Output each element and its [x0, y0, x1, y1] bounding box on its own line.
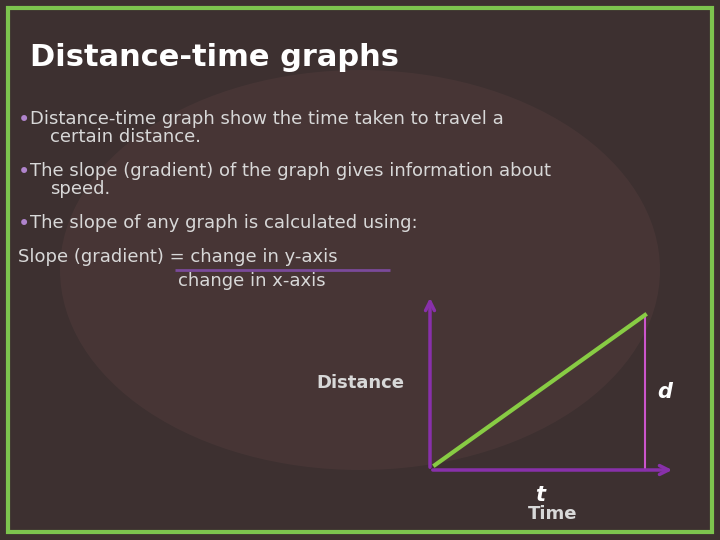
Text: d: d [657, 382, 672, 402]
Text: change in x-axis: change in x-axis [178, 272, 325, 290]
Text: Slope (gradient) = change in y-axis: Slope (gradient) = change in y-axis [18, 248, 338, 266]
Ellipse shape [60, 70, 660, 470]
Text: •: • [18, 162, 30, 182]
Text: •: • [18, 110, 30, 130]
Text: •: • [18, 214, 30, 234]
Text: The slope of any graph is calculated using:: The slope of any graph is calculated usi… [30, 214, 418, 232]
Text: The slope (gradient) of the graph gives information about: The slope (gradient) of the graph gives … [30, 162, 551, 180]
Text: t: t [535, 485, 545, 505]
Text: Distance-time graphs: Distance-time graphs [30, 44, 399, 72]
Text: Distance: Distance [316, 374, 404, 391]
Text: Time: Time [528, 505, 577, 523]
Text: speed.: speed. [50, 180, 110, 198]
Text: Distance-time graph show the time taken to travel a: Distance-time graph show the time taken … [30, 110, 504, 128]
Text: certain distance.: certain distance. [50, 128, 201, 146]
